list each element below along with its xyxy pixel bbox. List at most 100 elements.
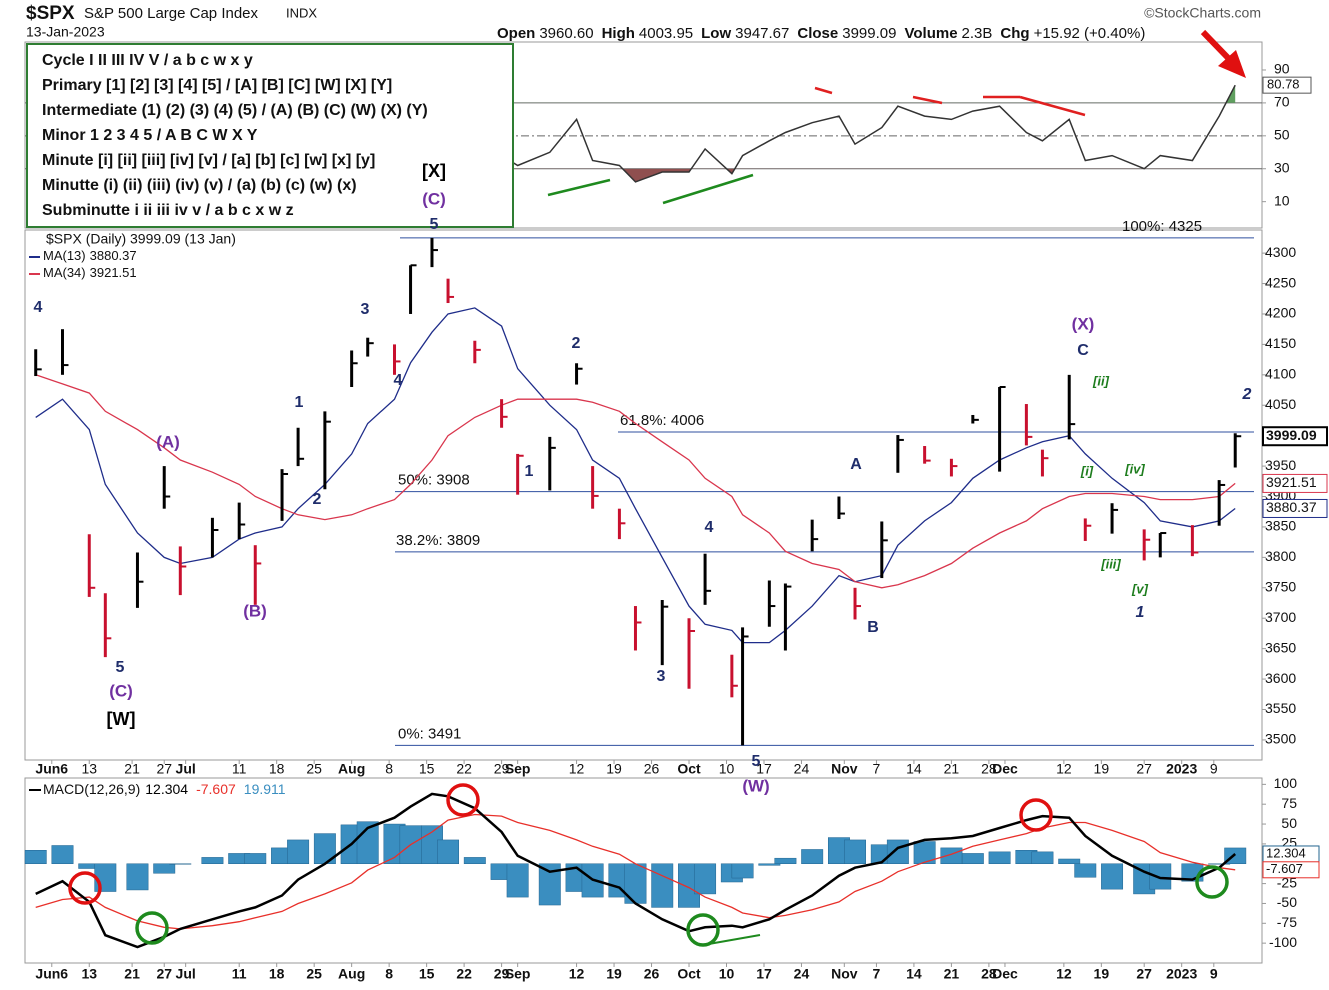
x-tick-label: 18 bbox=[269, 966, 285, 982]
x-tick-label: 7 bbox=[873, 966, 881, 982]
quote-label: Volume bbox=[904, 25, 957, 42]
x-tick-label: 26 bbox=[644, 761, 660, 777]
histogram-bar bbox=[506, 863, 529, 898]
trend-line bbox=[814, 86, 833, 95]
y-tick-label: 3600 bbox=[1265, 670, 1296, 686]
histogram-bar bbox=[758, 863, 781, 866]
y-tick-label: 3700 bbox=[1265, 609, 1296, 625]
wave-label: C bbox=[1077, 342, 1089, 359]
highlight-circle bbox=[68, 871, 102, 905]
y-tick-label: 3850 bbox=[1265, 518, 1296, 534]
histogram-bar bbox=[1031, 851, 1054, 865]
histogram-bar bbox=[463, 857, 486, 865]
x-tick-label: Oct bbox=[677, 966, 701, 982]
histogram-bar bbox=[694, 863, 717, 895]
x-tick-label: Dec bbox=[992, 761, 1018, 777]
value-flag bbox=[1262, 426, 1328, 447]
value-flag-label: 3999.09 bbox=[1266, 427, 1317, 443]
x-tick-label: Jun6 bbox=[35, 761, 68, 777]
value-flag-label: 80.78 bbox=[1267, 77, 1300, 92]
x-tick-label: Sep bbox=[505, 966, 531, 982]
x-tick-label: 19 bbox=[1094, 966, 1110, 982]
x-tick-label: 18 bbox=[269, 761, 285, 777]
trend-line bbox=[547, 178, 611, 197]
wave-label: 4 bbox=[705, 519, 714, 536]
quote-label: Open bbox=[497, 25, 535, 42]
x-tick-label: 27 bbox=[156, 761, 172, 777]
wave-label: (B) bbox=[243, 601, 267, 620]
wave-label: (C) bbox=[422, 189, 446, 208]
x-tick-label: 24 bbox=[794, 966, 810, 982]
value-flag-label: 3921.51 bbox=[1266, 474, 1317, 490]
x-tick-label: 21 bbox=[124, 966, 140, 982]
rsi-panel bbox=[24, 41, 1263, 229]
value-flag bbox=[1262, 498, 1328, 518]
index-name: S&P 500 Large Cap Index bbox=[84, 5, 259, 22]
wave-label: 5 bbox=[116, 659, 125, 676]
fib-label: 38.2%: 3809 bbox=[396, 532, 480, 549]
histogram-bar bbox=[774, 857, 797, 865]
wave-label: [iv] bbox=[1124, 461, 1145, 476]
legend-value: -7.607 bbox=[196, 781, 236, 797]
wave-label: 4 bbox=[394, 372, 403, 389]
wave-label: 1 bbox=[525, 463, 534, 480]
signal-line bbox=[35, 813, 1236, 930]
macd-panel bbox=[24, 777, 1263, 964]
histogram-bar bbox=[961, 853, 984, 865]
histogram-bar bbox=[731, 863, 754, 879]
x-tick-label: 9 bbox=[1210, 761, 1218, 777]
x-tick-label: 11 bbox=[232, 966, 247, 982]
wave-label: [ii] bbox=[1092, 373, 1110, 388]
quote-value: +15.92 (+0.40%) bbox=[1034, 25, 1146, 42]
y-tick-label: 4200 bbox=[1265, 305, 1296, 321]
x-tick-label: 19 bbox=[606, 761, 622, 777]
x-tick-label: 12 bbox=[569, 761, 585, 777]
quote-label: Close bbox=[797, 25, 838, 42]
rsi-oversold-area bbox=[87, 168, 735, 182]
wave-label: 4 bbox=[34, 299, 43, 316]
x-tick-label: 2023 bbox=[1166, 761, 1197, 777]
wave-legend-item: Subminutte i ii iii iv v / a b c x w z bbox=[42, 202, 294, 219]
wave-legend-box bbox=[26, 43, 514, 228]
wave-label: (X) bbox=[1072, 314, 1095, 333]
x-tick-label: Oct bbox=[677, 761, 701, 777]
wave-label: B bbox=[867, 619, 879, 636]
histogram-bar bbox=[169, 863, 192, 865]
histogram-bar bbox=[437, 839, 460, 865]
x-tick-label: Aug bbox=[338, 966, 365, 982]
moving-average bbox=[35, 374, 1236, 589]
value-flag-label: 12.304 bbox=[1266, 845, 1306, 860]
x-tick-label: 24 bbox=[794, 761, 810, 777]
quote-value: 2.3B bbox=[962, 25, 993, 42]
x-tick-label: 12 bbox=[569, 966, 585, 982]
trend-line bbox=[1019, 95, 1086, 117]
quote-label: High bbox=[602, 25, 635, 42]
x-tick-label: 21 bbox=[944, 761, 960, 777]
x-tick-label: 21 bbox=[124, 761, 140, 777]
wave-label: 3 bbox=[657, 668, 666, 685]
chart-date: 13-Jan-2023 bbox=[26, 24, 105, 40]
trend-line bbox=[662, 173, 754, 205]
value-flag bbox=[1262, 473, 1328, 493]
macd-legend: MACD(12,26,9) 12.304 -7.607 19.911 bbox=[43, 781, 286, 797]
quote: Open 3960.60 High 4003.95 Low 3947.67 Close 399… bbox=[497, 25, 1145, 42]
x-tick-label: 14 bbox=[906, 761, 922, 777]
x-tick-label: Sep bbox=[505, 761, 531, 777]
y-tick-label: 3650 bbox=[1265, 639, 1296, 655]
legend-item: MA(34) 3921.51 bbox=[43, 265, 137, 280]
x-tick-label: Dec bbox=[992, 966, 1018, 982]
x-tick-label: 29 bbox=[494, 966, 510, 982]
x-tick-label: 29 bbox=[494, 761, 510, 777]
source: ©StockCharts.com bbox=[1144, 5, 1261, 21]
wave-label: 2 bbox=[572, 335, 581, 352]
x-tick-label: 25 bbox=[306, 761, 322, 777]
y-tick-label: -25 bbox=[1277, 874, 1297, 890]
arrow-head bbox=[1218, 50, 1246, 78]
y-tick-label: 50 bbox=[1274, 127, 1290, 143]
x-tick-label: 10 bbox=[719, 966, 735, 982]
highlight-circle bbox=[446, 783, 480, 817]
x-tick-label: 28 bbox=[981, 966, 997, 982]
y-tick-label: 75 bbox=[1281, 795, 1297, 811]
value-flag-label: 3880.37 bbox=[1266, 499, 1317, 515]
y-tick-label: 4250 bbox=[1265, 274, 1296, 290]
